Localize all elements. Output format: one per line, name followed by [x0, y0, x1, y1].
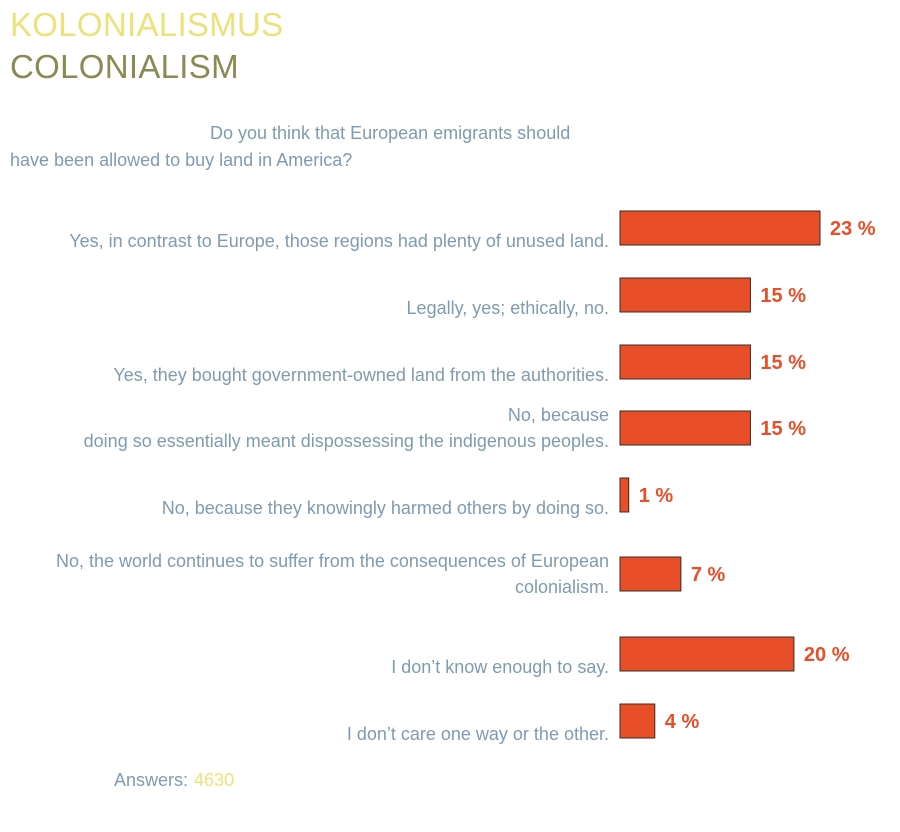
bar-2 [619, 344, 751, 380]
category-label-3-line-1: doing so essentially meant dispossessing… [84, 431, 609, 451]
title-english: COLONIALISM [10, 48, 239, 85]
category-label-3-line-0: No, because [508, 405, 609, 425]
category-label-4-line-0: No, because they knowingly harmed others… [162, 498, 609, 518]
category-label-2-line-0: Yes, they bought government-owned land f… [113, 365, 609, 385]
bar-4 [619, 477, 630, 513]
bar-5 [619, 556, 682, 592]
value-label-5: 7 % [691, 564, 726, 586]
title-german: KOLONIALISMUS [10, 6, 284, 43]
bar-0 [619, 210, 821, 246]
value-label-1: 15 % [760, 285, 806, 307]
answers-footer: Answers: 4630 [114, 768, 234, 792]
value-label-2: 15 % [760, 352, 806, 374]
category-label-5-line-1: colonialism. [515, 577, 609, 597]
value-label-4: 1 % [639, 485, 674, 507]
category-label-6-line-0: I don’t know enough to say. [391, 657, 609, 677]
answers-label: Answers: [114, 770, 189, 790]
results-bar-chart: 23 % Yes, in contrast to Europe, those re… [56, 210, 876, 744]
answers-count: 4630 [194, 770, 235, 790]
value-label-6: 20 % [804, 644, 850, 666]
bar-6 [619, 636, 795, 672]
category-label-1-line-0: Legally, yes; ethically, no. [407, 298, 609, 318]
category-label-0-line-0: Yes, in contrast to Europe, those region… [69, 231, 609, 251]
question-text: Do you think that European emigrants sho… [10, 123, 571, 170]
bar-7 [619, 703, 656, 739]
value-label-7: 4 % [665, 711, 700, 733]
category-label-7-line-0: I don’t care one way or the other. [347, 724, 609, 744]
category-label-5-line-0: No, the world continues to suffer from t… [56, 551, 609, 571]
bar-3 [619, 410, 751, 446]
value-label-3: 15 % [760, 418, 806, 440]
survey-question: Do you think that European emigrants sho… [10, 120, 610, 174]
bar-1 [619, 277, 751, 313]
value-label-0: 23 % [830, 218, 876, 240]
